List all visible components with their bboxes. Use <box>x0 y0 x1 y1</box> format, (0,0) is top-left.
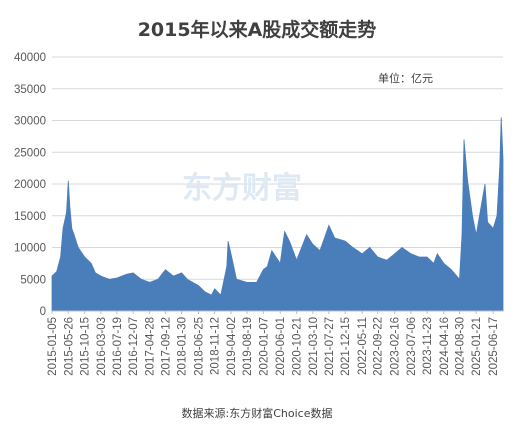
x-tick-label: 2025-06-17 <box>488 317 500 376</box>
x-tick-label: 2015-05-26 <box>63 317 75 376</box>
y-tick-label: 25000 <box>14 147 46 159</box>
x-tick-label: 2019-08-19 <box>242 317 254 376</box>
y-tick-label: 10000 <box>14 243 46 255</box>
x-tick-label: 2015-10-15 <box>80 317 92 376</box>
x-tick-label: 2023-11-23 <box>422 317 434 375</box>
x-tick-label: 2017-04-28 <box>145 317 157 376</box>
x-tick-label: 2022-09-22 <box>373 317 385 376</box>
x-tick-label: 2018-01-30 <box>177 317 189 376</box>
x-tick-label: 2018-06-25 <box>193 317 205 376</box>
x-tick-label: 2025-01-21 <box>471 317 483 376</box>
x-tick-label: 2022-05-11 <box>357 317 369 375</box>
grid-lines <box>52 56 503 280</box>
x-tick-label: 2023-07-06 <box>406 317 418 376</box>
x-tick-label: 2024-04-16 <box>439 317 451 376</box>
y-tick-label: 15000 <box>14 211 46 223</box>
x-tick-label: 2024-08-30 <box>455 317 467 376</box>
turnover-area <box>51 117 504 312</box>
x-tick-label: 2023-02-16 <box>390 317 402 376</box>
y-tick-label: 40000 <box>14 52 46 64</box>
y-tick-label: 5000 <box>20 274 46 286</box>
x-tick-label: 2018-11-12 <box>210 317 222 375</box>
y-tick-label: 35000 <box>14 84 46 96</box>
x-tick-label: 2017-09-12 <box>160 317 172 376</box>
x-tick-label: 2020-10-21 <box>292 317 304 376</box>
axes: 0 5000 10000 15000 20000 25000 30000 35000 40000… <box>14 52 503 376</box>
x-tick-label: 2016-12-07 <box>128 317 140 376</box>
x-tick-label: 2015-01-05 <box>47 317 59 376</box>
plot-area <box>51 117 504 312</box>
chart-title: 2015年以来A股成交额走势 <box>138 18 377 41</box>
x-tick-label: 2016-03-03 <box>96 317 108 376</box>
y-tick-label: 30000 <box>14 116 46 128</box>
x-tick-label: 2021-12-15 <box>340 317 352 376</box>
x-tick-label: 2020-06-01 <box>275 317 287 376</box>
x-tick-label: 2021-07-27 <box>324 317 336 376</box>
y-tick-label: 20000 <box>14 179 46 191</box>
x-tick-label: 2016-07-19 <box>112 317 124 376</box>
unit-label: 单位：亿元 <box>378 71 433 85</box>
y-tick-label: 0 <box>40 306 46 318</box>
x-tick-label: 2019-04-02 <box>226 317 238 376</box>
x-tick-label: 2020-01-07 <box>258 317 270 376</box>
watermark: 东方财富 <box>182 171 302 206</box>
x-tick-label: 2021-03-10 <box>308 317 320 376</box>
data-source: 数据来源:东方财富Choice数据 <box>182 406 333 420</box>
